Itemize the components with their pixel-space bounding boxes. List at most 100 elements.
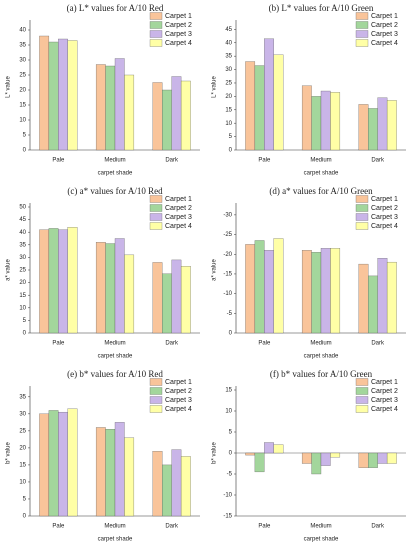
legend-label: Carpet 4 [371, 223, 398, 230]
bar [58, 411, 68, 517]
bar [264, 250, 274, 334]
bar [301, 250, 312, 334]
y-axis-label: L* value [6, 75, 12, 97]
legend-label: Carpet 4 [165, 406, 192, 413]
y-tick-label: 0 [229, 331, 233, 337]
bar [368, 275, 378, 334]
legend-label: Carpet 4 [165, 40, 192, 47]
bar [95, 242, 106, 334]
legend-swatch [355, 30, 369, 38]
x-tick-label: Pale [52, 158, 65, 164]
bar [245, 452, 256, 456]
y-tick-label: -15 [223, 272, 232, 278]
bar [358, 104, 369, 151]
y-tick-label: -20 [223, 252, 232, 258]
bar [311, 252, 322, 334]
y-tick-label: 5 [23, 318, 27, 324]
x-tick-label: Dark [165, 158, 179, 164]
bar [58, 38, 68, 151]
x-axis-label: carpet shade [304, 537, 339, 543]
bar [180, 80, 191, 151]
bar [377, 258, 388, 334]
legend-label: Carpet 3 [165, 214, 192, 221]
bar [67, 227, 78, 334]
y-tick-label: 0 [229, 148, 233, 154]
legend-swatch [149, 213, 163, 221]
y-tick-label: 15 [19, 103, 26, 109]
legend-label: Carpet 4 [371, 40, 398, 47]
y-tick-label: 10 [19, 118, 26, 124]
bar [67, 40, 78, 151]
bar [124, 254, 135, 334]
y-axis-label: L* value [212, 75, 218, 97]
y-tick-label: -25 [223, 232, 232, 238]
legend-swatch [355, 222, 369, 230]
bar [377, 97, 388, 151]
y-tick-label: 10 [19, 480, 26, 486]
bar [105, 65, 116, 151]
bar [301, 452, 312, 464]
y-tick-label: 45 [19, 217, 26, 223]
bar [386, 100, 397, 151]
x-tick-label: Pale [52, 524, 65, 530]
legend-swatch [149, 396, 163, 404]
y-tick-label: 30 [19, 411, 26, 417]
y-tick-label: 0 [23, 514, 27, 520]
bar [152, 451, 163, 517]
bar [311, 452, 322, 475]
legend-swatch [355, 195, 369, 203]
y-tick-label: 20 [19, 88, 26, 94]
x-tick-label: Medium [310, 158, 331, 164]
y-axis-label: b* value [6, 441, 12, 463]
x-tick-label: Dark [165, 341, 179, 347]
y-tick-label: 50 [19, 205, 26, 211]
x-axis-label: carpet shade [98, 537, 133, 543]
y-tick-label: 25 [225, 81, 232, 87]
legend-label: Carpet 2 [371, 388, 398, 395]
y-tick-label: 35 [19, 242, 26, 248]
legend-label: Carpet 1 [165, 379, 192, 386]
bar [152, 82, 163, 151]
bar [330, 248, 341, 334]
legend-swatch [149, 378, 163, 386]
bar [264, 38, 274, 151]
y-tick-label: 20 [225, 94, 232, 100]
x-tick-label: Dark [165, 524, 179, 530]
bar [330, 92, 341, 151]
bar [358, 452, 369, 468]
legend-swatch [355, 204, 369, 212]
legend-label: Carpet 2 [165, 205, 192, 212]
x-tick-label: Medium [310, 341, 331, 347]
y-tick-label: 10 [19, 305, 26, 311]
x-tick-label: Dark [371, 158, 385, 164]
bar [39, 229, 50, 334]
y-tick-label: -5 [227, 472, 233, 478]
x-tick-label: Medium [104, 341, 125, 347]
bar [368, 452, 378, 468]
bar [152, 262, 163, 334]
chart-title: (d) a* values for A/10 Green [269, 186, 373, 196]
legend-label: Carpet 2 [371, 205, 398, 212]
y-tick-label: 10 [225, 409, 232, 415]
bar [105, 243, 116, 334]
bar [386, 452, 397, 464]
x-axis-label: carpet shade [304, 354, 339, 360]
y-tick-label: 40 [19, 28, 26, 34]
y-tick-label: -10 [223, 493, 232, 499]
legend-swatch [149, 195, 163, 203]
legend-swatch [355, 39, 369, 47]
bar [124, 437, 135, 517]
bar [171, 259, 182, 334]
bar [311, 96, 322, 151]
chart-title: (c) a* values for A/10 Red [67, 186, 163, 196]
legend-swatch [355, 405, 369, 413]
legend-label: Carpet 2 [371, 22, 398, 29]
legend-swatch [355, 396, 369, 404]
chart-title: (b) L* values for A/10 Green [269, 3, 374, 13]
legend-label: Carpet 2 [165, 388, 192, 395]
y-tick-label: 35 [225, 54, 232, 60]
bar [301, 85, 312, 151]
y-tick-label: 30 [19, 255, 26, 261]
x-tick-label: Dark [371, 341, 385, 347]
